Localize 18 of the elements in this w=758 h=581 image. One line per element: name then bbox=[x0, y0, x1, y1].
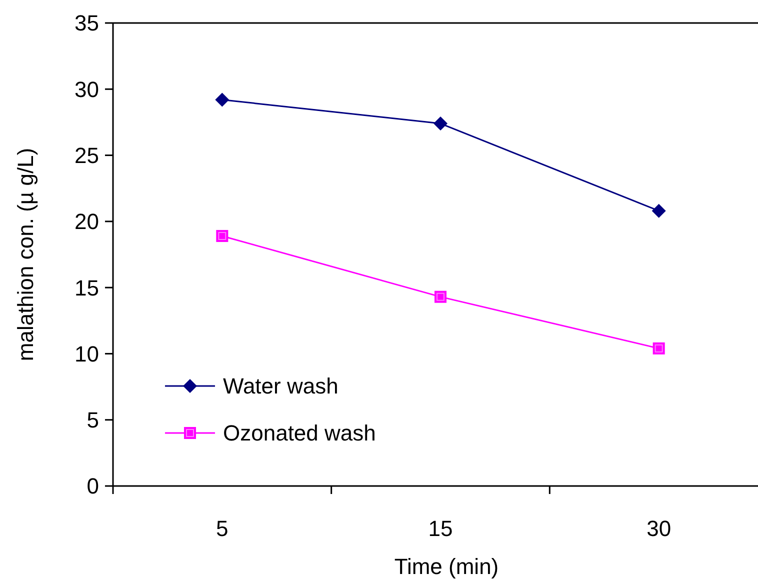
y-axis-title: malathion con. (µ g/L) bbox=[13, 148, 38, 362]
x-tick-label: 15 bbox=[428, 516, 453, 541]
y-tick-label: 30 bbox=[74, 76, 99, 102]
y-tick-label: 15 bbox=[74, 275, 99, 300]
y-tick-label: 0 bbox=[86, 474, 99, 499]
point bbox=[215, 92, 230, 107]
y-tick-label: 5 bbox=[86, 408, 99, 433]
x-tick-label: 5 bbox=[216, 516, 228, 541]
x-axis-title: Time (min) bbox=[394, 554, 499, 579]
y-tick-label: 25 bbox=[74, 142, 99, 168]
y-tick-label: 20 bbox=[74, 209, 99, 234]
point bbox=[434, 116, 448, 131]
x-tick-label: 30 bbox=[646, 516, 672, 541]
y-tick-label: 35 bbox=[74, 10, 99, 36]
legend-label: Ozonated wash bbox=[223, 420, 376, 446]
point bbox=[652, 204, 666, 218]
legend-label: Water wash bbox=[223, 374, 338, 399]
y-tick-label: 10 bbox=[74, 341, 99, 366]
